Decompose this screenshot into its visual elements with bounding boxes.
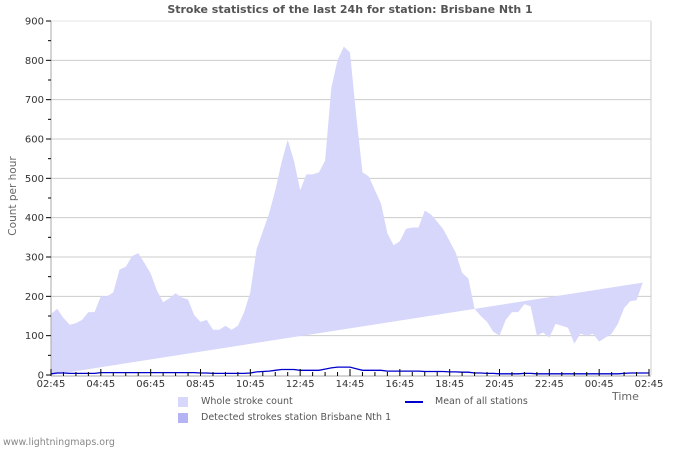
- legend-mean-line-icon: [405, 400, 423, 403]
- y-tick-label: 400: [25, 213, 44, 224]
- x-tick-label: 04:45: [86, 379, 115, 390]
- y-tick-label: 900: [25, 17, 44, 28]
- x-tick-label: 02:45: [635, 379, 664, 390]
- legend-detected-label: Detected strokes station Brisbane Nth 1: [201, 412, 392, 423]
- legend-detected: Detected strokes station Brisbane Nth 1: [178, 412, 391, 423]
- legend-whole: Whole stroke count: [178, 396, 293, 407]
- whole-stroke-area: [51, 46, 643, 375]
- x-tick-label: 12:45: [286, 379, 315, 390]
- x-axis-label: Time: [612, 390, 639, 403]
- legend-mean-label: Mean of all stations: [435, 396, 528, 407]
- x-tick-label: 20:45: [485, 379, 514, 390]
- legend-whole-swatch-icon: [178, 396, 188, 407]
- x-tick-label: 10:45: [236, 379, 265, 390]
- y-tick-label: 500: [25, 174, 44, 185]
- y-tick-label: 800: [25, 56, 44, 67]
- legend-detected-swatch-icon: [178, 412, 188, 423]
- legend-whole-label: Whole stroke count: [201, 396, 293, 407]
- x-ticks: 02:45 04:45 06:45 08:45 10:45 12:45 14:45 16:45…: [37, 369, 664, 390]
- x-tick-label: 02:45: [37, 379, 66, 390]
- y-tick-label: 0: [38, 371, 44, 382]
- footer-link[interactable]: www.lightningmaps.org: [3, 437, 115, 448]
- x-tick-label: 14:45: [336, 379, 365, 390]
- legend-mean: Mean of all stations: [405, 396, 528, 407]
- chart-title: Stroke statistics of the last 24h for st…: [167, 3, 533, 16]
- y-tick-label: 600: [25, 135, 44, 146]
- x-tick-label: 16:45: [385, 379, 414, 390]
- y-tick-label: 700: [25, 95, 44, 106]
- x-tick-label: 22:45: [535, 379, 564, 390]
- y-tick-label: 100: [25, 331, 44, 342]
- y-tick-label: 200: [25, 292, 44, 303]
- x-tick-label: 00:45: [585, 379, 614, 390]
- x-tick-label: 08:45: [186, 379, 215, 390]
- y-ticks: 0 100 200 300 400 500 600 700 800 900: [25, 17, 51, 382]
- x-tick-label: 18:45: [435, 379, 464, 390]
- y-tick-label: 300: [25, 253, 44, 264]
- x-tick-label: 06:45: [136, 379, 165, 390]
